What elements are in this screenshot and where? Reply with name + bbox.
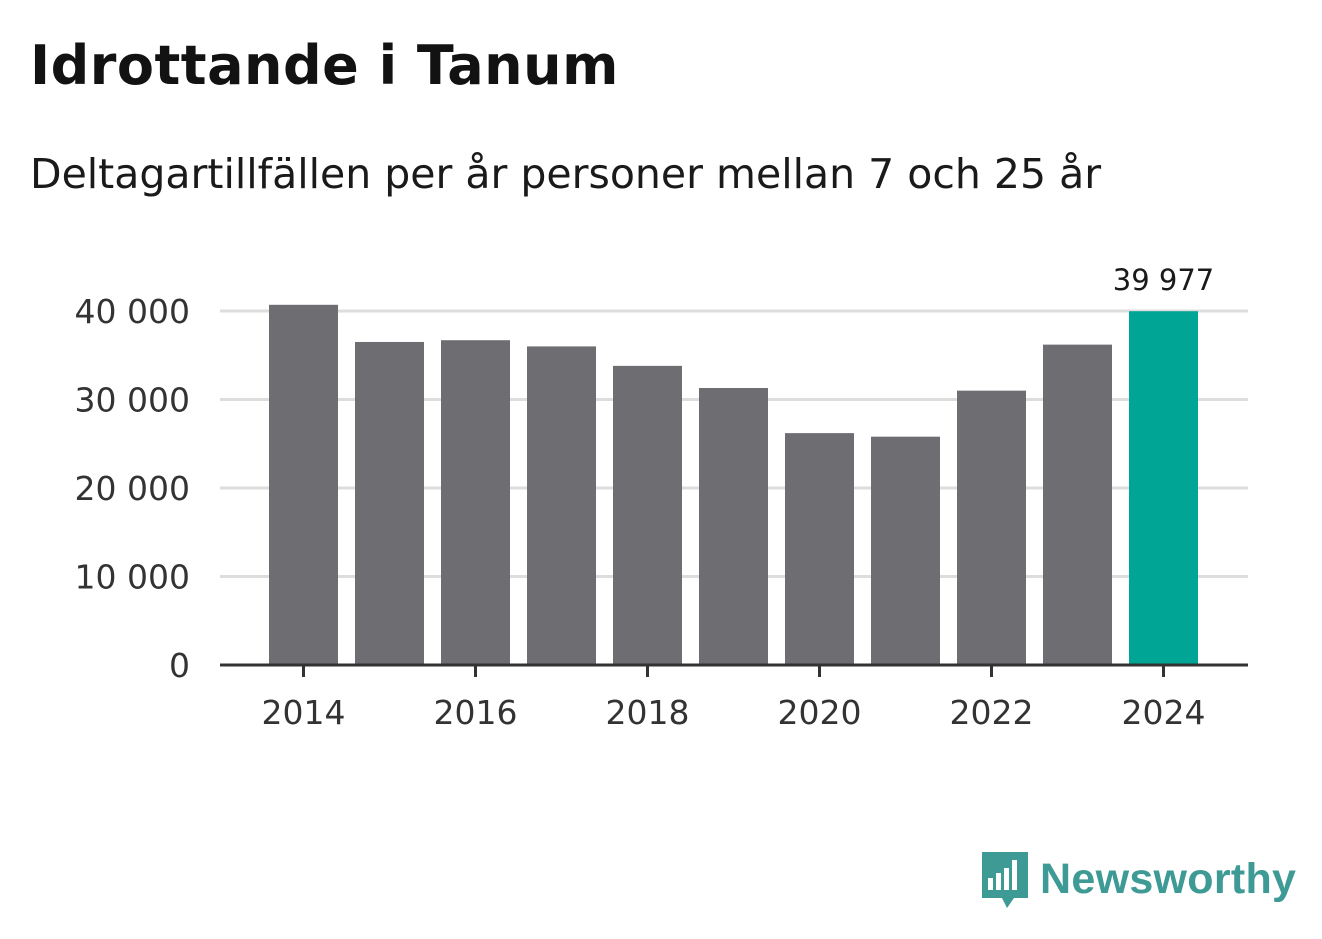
- y-tick-label: 40 000: [75, 292, 190, 331]
- brand-logo: Newsworthy: [980, 848, 1296, 910]
- bar: [957, 390, 1026, 665]
- x-tick-label: 2024: [1122, 693, 1206, 732]
- y-tick-label: 0: [169, 646, 190, 685]
- x-tick-label: 2014: [262, 693, 346, 732]
- bar: [699, 387, 768, 665]
- bar: [441, 340, 510, 665]
- bar: [1043, 344, 1112, 665]
- x-tick-label: 2022: [950, 693, 1034, 732]
- brand-name: Newsworthy: [1040, 854, 1297, 903]
- bar-chart: 0 10 000 20 000 30 000 40 000 2014 2016 2018 202…: [75, 263, 1248, 732]
- bar: [871, 436, 940, 665]
- bar: [355, 341, 424, 665]
- chart-title: Idrottande i Tanum: [30, 34, 619, 97]
- y-tick-label: 20 000: [75, 469, 190, 508]
- data-label-highlight: 39 977: [1113, 263, 1214, 297]
- newsworthy-logo-icon: [982, 852, 1028, 908]
- bar: [269, 304, 338, 665]
- x-tick-label: 2018: [606, 693, 690, 732]
- y-tick-label: 30 000: [75, 381, 190, 420]
- bar: [527, 346, 596, 665]
- bar-highlight: [1129, 311, 1198, 665]
- x-tick-label: 2016: [434, 693, 518, 732]
- x-tick-label: 2020: [778, 693, 862, 732]
- chart-subtitle: Deltagartillfällen per år personer mella…: [30, 150, 1102, 198]
- y-tick-label: 10 000: [75, 558, 190, 597]
- bar: [613, 365, 682, 665]
- bar: [785, 433, 854, 665]
